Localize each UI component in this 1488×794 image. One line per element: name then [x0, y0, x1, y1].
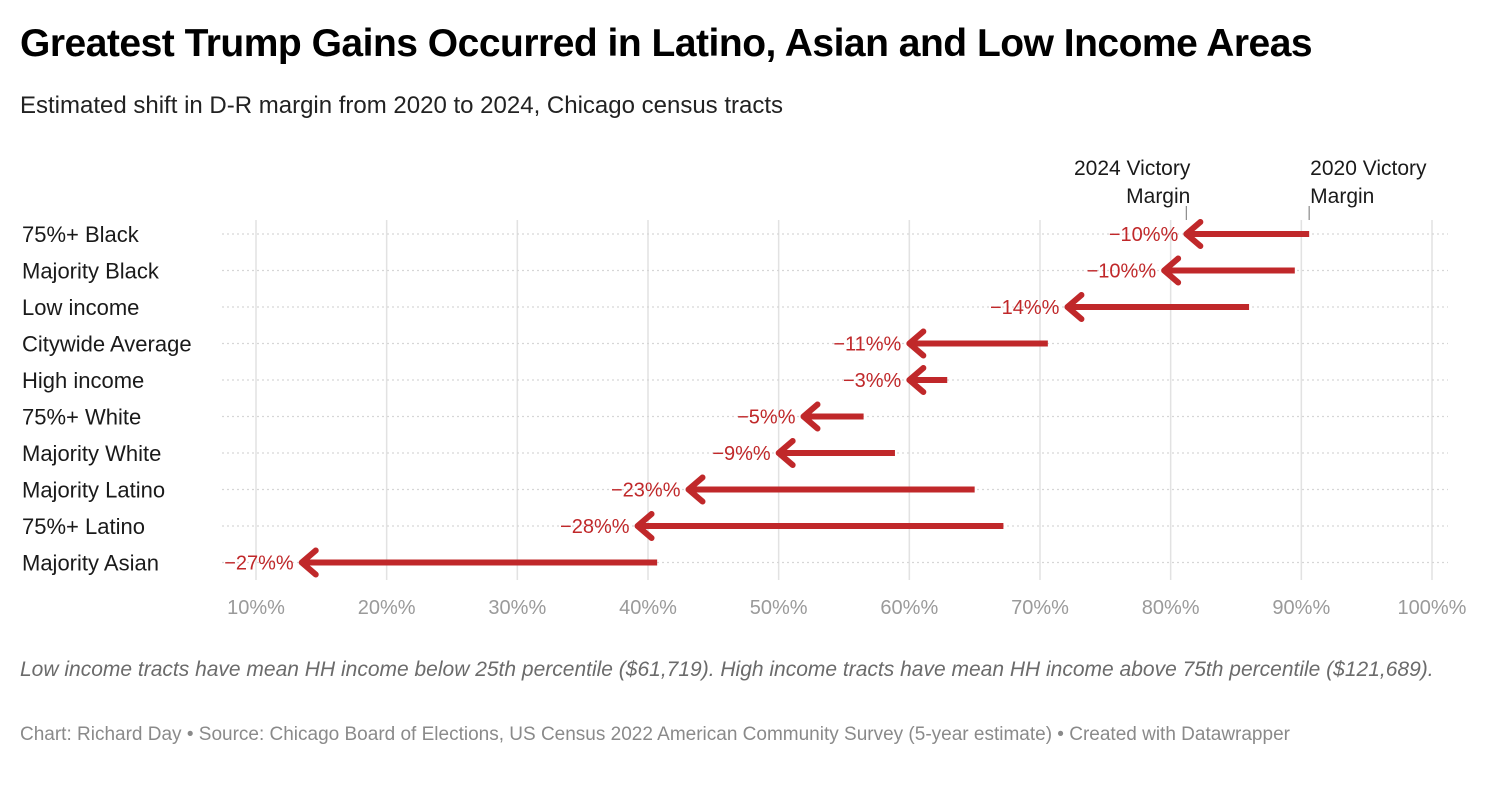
- x-tick-label: 70%%: [1011, 597, 1069, 619]
- annotation-label: 2024 Victory Margin: [1074, 157, 1191, 208]
- change-label: −28%%: [560, 516, 630, 538]
- arrowhead: [906, 365, 927, 395]
- category-label: 75%+ White: [22, 405, 141, 430]
- arrowhead: [685, 474, 706, 505]
- change-label: −10%%: [1087, 261, 1157, 283]
- change-label: −9%%: [712, 443, 771, 465]
- annotation-label: 2020 Victory Margin: [1310, 157, 1427, 208]
- category-label: Majority Black: [22, 259, 160, 284]
- x-tick-label: 100%%: [1398, 597, 1467, 619]
- chart-notes: Low income tracts have mean HH income be…: [20, 658, 1434, 681]
- arrowhead: [634, 511, 655, 541]
- category-label: Majority White: [22, 441, 161, 466]
- change-label: −5%%: [737, 407, 796, 429]
- arrow-chart: 10%% 20%% 30%% 40%% 50%% 60%% 70%% 80%% 90%% 100%…: [22, 157, 1467, 619]
- change-label: −10%%: [1109, 224, 1179, 246]
- category-label: Citywide Average: [22, 332, 192, 357]
- change-label: −11%%: [833, 334, 901, 356]
- arrowhead: [1161, 255, 1182, 286]
- arrowhead: [800, 401, 821, 432]
- arrowhead: [775, 438, 796, 468]
- chart-subtitle: Estimated shift in D-R margin from 2020 …: [20, 92, 784, 119]
- category-label: Majority Asian: [22, 551, 159, 576]
- change-label: −14%%: [990, 297, 1060, 319]
- category-label: Majority Latino: [22, 478, 165, 503]
- x-tick-label: 80%%: [1142, 597, 1200, 619]
- change-label: −23%%: [611, 480, 681, 502]
- chart-source: Chart: Richard Day • Source: Chicago Boa…: [20, 724, 1290, 745]
- x-tick-label: 10%%: [227, 597, 285, 619]
- x-tick-label: 30%%: [488, 597, 546, 619]
- arrowhead: [1183, 219, 1204, 249]
- category-label: High income: [22, 368, 144, 393]
- change-label: −27%%: [224, 553, 294, 575]
- annotation-line: 2024 Victory: [1074, 157, 1191, 180]
- x-tick-label: 50%%: [750, 597, 808, 619]
- category-label: Low income: [22, 295, 139, 320]
- annotation-line: 2020 Victory: [1310, 157, 1427, 180]
- annotation-line: Margin: [1126, 185, 1190, 208]
- annotation-line: Margin: [1310, 185, 1374, 208]
- category-label: 75%+ Black: [22, 222, 140, 247]
- arrowhead: [298, 547, 319, 578]
- x-tick-label: 40%%: [619, 597, 677, 619]
- arrowhead: [1064, 292, 1085, 322]
- x-tick-label: 60%%: [880, 597, 938, 619]
- chart-title: Greatest Trump Gains Occurred in Latino,…: [20, 22, 1313, 65]
- category-label: 75%+ Latino: [22, 514, 145, 539]
- arrowhead: [906, 328, 927, 359]
- x-tick-label: 20%%: [358, 597, 416, 619]
- change-label: −3%%: [843, 370, 902, 392]
- x-tick-label: 90%%: [1272, 597, 1330, 619]
